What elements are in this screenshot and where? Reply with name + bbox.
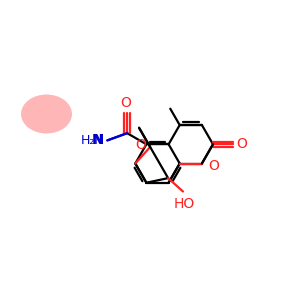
Text: O: O: [237, 137, 248, 151]
Text: N: N: [93, 134, 104, 147]
Text: H₂: H₂: [81, 134, 95, 148]
Text: O: O: [120, 96, 131, 110]
Text: O: O: [135, 138, 146, 152]
Text: O: O: [208, 159, 219, 173]
Ellipse shape: [21, 94, 72, 134]
Text: N: N: [92, 134, 104, 147]
Text: HO: HO: [174, 197, 195, 211]
